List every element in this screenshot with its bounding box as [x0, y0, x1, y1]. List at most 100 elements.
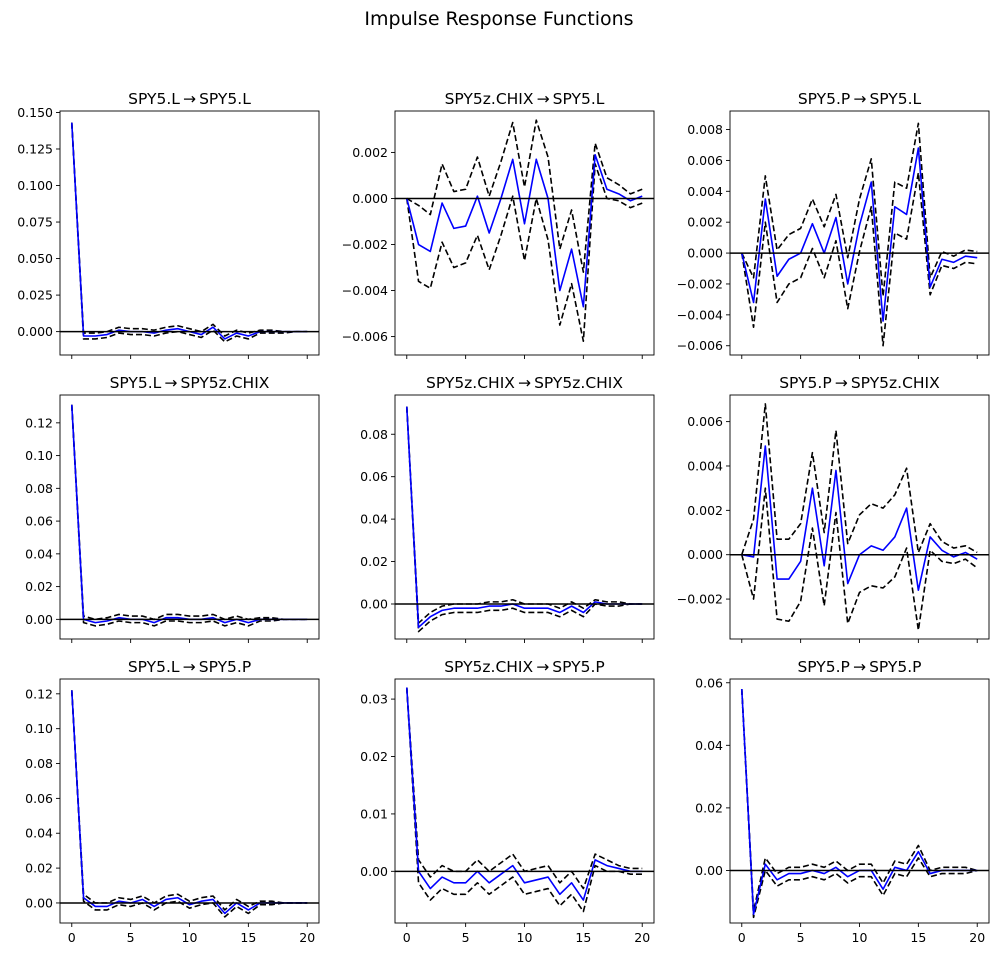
y-tick-label: 0.02 [25, 579, 53, 594]
x-tick-label: 0 [68, 930, 76, 945]
y-tick-label: 0.000 [687, 246, 723, 261]
y-tick-label: 0.06 [695, 675, 723, 690]
y-tick-label: 0.02 [25, 861, 53, 876]
x-tick-label: 5 [797, 930, 805, 945]
axes-frame [729, 678, 990, 924]
y-tick-label: 0.000 [17, 324, 53, 339]
subplot-panel: SPY5.L → SPY5z.CHIX 0.00 0.02 0.04 0.06 0.08 0… [25, 374, 320, 643]
irf-line [741, 445, 978, 592]
y-tick-label: 0.02 [360, 554, 388, 569]
y-tick-label: 0.006 [687, 153, 723, 168]
upper-ci-line [741, 122, 978, 298]
irf-line [70, 404, 308, 624]
subplot-title: SPY5z.CHIX → SPY5.L [445, 90, 605, 108]
subplot-panel: SPY5z.CHIX → SPY5.L −0.006 −0.004 −0.002 0.0… [342, 90, 655, 359]
axes-frame [394, 110, 655, 356]
y-tick-label: 0.06 [25, 791, 53, 806]
y-tick-label: 0.004 [687, 184, 723, 199]
upper-ci-line [405, 406, 643, 624]
subplot-panel: SPY5.P → SPY5z.CHIX −0.002 0.000 0.002 0.004… [677, 374, 990, 643]
y-tick-label: 0.03 [360, 692, 388, 707]
figure-title: Impulse Response Functions [364, 8, 633, 30]
y-tick-label: 0.00 [695, 863, 723, 878]
y-tick-label: 0.08 [25, 481, 53, 496]
y-tick-label: 0.006 [687, 414, 723, 429]
upper-ci-line [740, 688, 978, 912]
axes-frame [394, 678, 655, 924]
plot-area [395, 119, 654, 342]
y-tick-label: 0.04 [25, 826, 53, 841]
upper-ci-line [405, 687, 643, 890]
plot-area [730, 688, 989, 919]
x-tick-label: 20 [299, 930, 315, 945]
lower-ci-line [405, 687, 643, 913]
y-tick-label: −0.004 [677, 307, 723, 322]
lower-ci-line [405, 406, 643, 633]
subplot-title: SPY5.P → SPY5.P [797, 658, 921, 676]
y-tick-label: 0.100 [17, 178, 53, 193]
y-tick-label: 0.002 [687, 215, 723, 230]
irf-line [70, 690, 308, 915]
plot-area [730, 403, 989, 631]
y-tick-label: 0.00 [25, 612, 53, 627]
lower-ci-line [70, 690, 308, 918]
x-tick-label: 15 [910, 930, 926, 945]
y-tick-label: 0.002 [352, 145, 388, 160]
x-tick-label: 5 [462, 930, 470, 945]
subplot-panel: SPY5.L → SPY5.L 0.000 0.025 0.050 0.075 0.100… [17, 90, 320, 359]
plot-area [730, 122, 989, 347]
subplot-panel: SPY5.L → SPY5.P 0.00 0.02 0.04 0.06 0.08 0.10 0… [25, 658, 320, 945]
axes-frame [729, 110, 990, 356]
x-tick-label: 5 [127, 930, 135, 945]
y-tick-label: 0.00 [360, 864, 388, 879]
lower-ci-line [405, 163, 643, 342]
axes-frame [59, 394, 320, 640]
subplot-title: SPY5.P → SPY5z.CHIX [779, 374, 940, 392]
y-tick-label: 0.008 [687, 122, 723, 137]
subplot-title: SPY5.P → SPY5.L [798, 90, 922, 108]
subplot-title: SPY5.L → SPY5z.CHIX [110, 374, 270, 392]
x-tick-label: 10 [182, 930, 198, 945]
y-tick-label: −0.002 [677, 592, 723, 607]
x-tick-label: 15 [575, 930, 591, 945]
plot-area [60, 690, 319, 918]
subplot-title: SPY5.L → SPY5.L [128, 90, 251, 108]
subplot-panel: SPY5.P → SPY5.L −0.006 −0.004 −0.002 0.000 0.… [677, 90, 990, 359]
x-tick-label: 10 [517, 930, 533, 945]
y-tick-label: 0.10 [25, 448, 53, 463]
y-tick-label: 0.01 [360, 806, 388, 821]
upper-ci-line [741, 403, 978, 555]
subplot-title: SPY5z.CHIX → SPY5z.CHIX [426, 374, 623, 392]
y-tick-label: 0.04 [695, 738, 723, 753]
y-tick-label: 0.000 [352, 191, 388, 206]
y-tick-label: 0.06 [25, 514, 53, 529]
x-tick-label: 15 [240, 930, 256, 945]
irf-line [70, 122, 308, 340]
y-tick-label: 0.06 [360, 469, 388, 484]
x-tick-label: 20 [634, 930, 650, 945]
y-tick-label: 0.02 [360, 749, 388, 764]
y-tick-label: 0.150 [17, 105, 53, 120]
y-tick-label: 0.04 [360, 512, 388, 527]
axes-frame [59, 678, 320, 924]
irf-line [740, 147, 978, 322]
y-tick-label: 0.125 [17, 141, 53, 156]
plot-area [60, 122, 319, 343]
plot-area [60, 404, 319, 627]
y-tick-label: −0.006 [677, 338, 723, 353]
irf-line [405, 406, 643, 629]
y-tick-label: 0.00 [360, 596, 388, 611]
subplot-grid: SPY5.L → SPY5.L0.0000.0250.0500.0750.100… [17, 90, 990, 945]
subplot-title: SPY5.L → SPY5.P [128, 658, 251, 676]
y-tick-label: 0.075 [17, 215, 53, 230]
subplot-title: SPY5z.CHIX → SPY5.P [444, 658, 605, 676]
axes-frame [59, 110, 320, 356]
y-tick-label: 0.12 [25, 686, 53, 701]
x-tick-label: 0 [738, 930, 746, 945]
plot-area [395, 687, 654, 913]
y-tick-label: −0.002 [677, 276, 723, 291]
irf-line [740, 688, 978, 916]
y-tick-label: −0.006 [342, 329, 388, 344]
lower-ci-line [740, 688, 978, 919]
